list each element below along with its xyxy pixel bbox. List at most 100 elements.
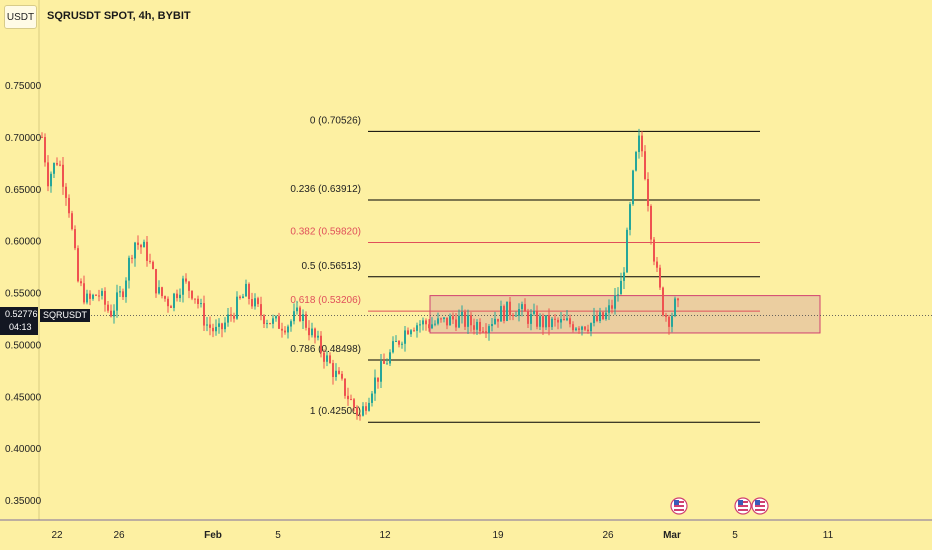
candle-body bbox=[326, 355, 328, 362]
price-tick-label: 0.40000 bbox=[5, 444, 42, 455]
candle-body bbox=[671, 315, 673, 327]
candle-body bbox=[431, 324, 433, 329]
candle-body bbox=[71, 213, 73, 230]
candle-body bbox=[143, 241, 145, 248]
candle-body bbox=[83, 283, 85, 303]
candle-body bbox=[503, 306, 505, 321]
candle-body bbox=[464, 311, 466, 327]
candle-body bbox=[596, 315, 598, 322]
candle-body bbox=[512, 315, 514, 317]
fib-level-label: 0.786 (0.48498) bbox=[290, 344, 361, 355]
current-price-tag: 0.52776 04:13 bbox=[0, 307, 38, 335]
candle-body bbox=[569, 318, 571, 325]
candle-body bbox=[470, 315, 472, 326]
candle-body bbox=[80, 281, 82, 284]
candle-body bbox=[275, 316, 277, 319]
candle-body bbox=[158, 287, 160, 294]
candle-body bbox=[500, 306, 502, 322]
candle-body bbox=[65, 186, 67, 198]
currency-button[interactable]: USDT bbox=[4, 5, 37, 29]
candle-body bbox=[371, 393, 373, 403]
candle-body bbox=[116, 292, 118, 311]
time-tick-label: 19 bbox=[492, 530, 504, 541]
candle-body bbox=[461, 311, 463, 316]
price-tick-label: 0.50000 bbox=[5, 340, 42, 351]
fibonacci-retracement[interactable]: 0 (0.70526) 0.236 (0.63912) 0.382 (0.59820… bbox=[290, 115, 760, 423]
candle-body bbox=[233, 315, 235, 319]
fib-level-label: 0.236 (0.63912) bbox=[290, 184, 361, 195]
candle-body bbox=[392, 341, 394, 353]
candle-body bbox=[182, 278, 184, 295]
candle-body bbox=[650, 205, 652, 240]
candle-body bbox=[539, 316, 541, 327]
candle-body bbox=[641, 135, 643, 152]
candle-body bbox=[332, 363, 334, 378]
candle-body bbox=[656, 261, 658, 268]
candle-body bbox=[191, 290, 193, 299]
candle-body bbox=[362, 406, 364, 416]
candle-body bbox=[122, 291, 124, 298]
candle-body bbox=[437, 318, 439, 324]
candle-body bbox=[215, 326, 217, 332]
candle-body bbox=[293, 311, 295, 322]
candle-body bbox=[386, 363, 388, 365]
candle-body bbox=[263, 315, 265, 324]
candle-body bbox=[527, 311, 529, 324]
candle-body bbox=[479, 321, 481, 332]
candle-body bbox=[620, 280, 622, 295]
candle-body bbox=[548, 315, 550, 328]
candle-body bbox=[662, 287, 664, 316]
current-price: 0.52776 bbox=[5, 309, 38, 319]
candle-body bbox=[239, 296, 241, 299]
candle-body bbox=[329, 355, 331, 364]
candle-body bbox=[311, 328, 313, 336]
candle-body bbox=[350, 399, 352, 401]
candle-body bbox=[455, 319, 457, 328]
candle-body bbox=[422, 320, 424, 325]
candle-body bbox=[86, 293, 88, 303]
flag-icon[interactable] bbox=[670, 497, 688, 515]
candlesticks bbox=[41, 128, 679, 421]
candle-body bbox=[440, 318, 442, 320]
candle-body bbox=[674, 298, 676, 316]
candle-body bbox=[59, 164, 61, 166]
candle-body bbox=[626, 229, 628, 273]
candle-body bbox=[590, 323, 592, 332]
flag-icon[interactable] bbox=[734, 497, 752, 515]
candle-body bbox=[134, 242, 136, 259]
candle-body bbox=[524, 304, 526, 312]
symbol-tag: SQRUSDT bbox=[40, 309, 91, 322]
candle-body bbox=[581, 326, 583, 330]
candle-body bbox=[530, 313, 532, 324]
price-axis[interactable]: 0.75000 0.70000 0.65000 0.60000 0.55000 0.500… bbox=[5, 81, 42, 507]
candle-body bbox=[206, 324, 208, 326]
candle-body bbox=[608, 305, 610, 313]
candle-body bbox=[377, 377, 379, 382]
candle-body bbox=[614, 295, 616, 309]
candle-body bbox=[668, 316, 670, 327]
candle-body bbox=[125, 280, 127, 298]
candle-body bbox=[113, 310, 115, 317]
candle-body bbox=[149, 260, 151, 262]
flag-icon[interactable] bbox=[751, 497, 769, 515]
price-tick-label: 0.70000 bbox=[5, 133, 42, 144]
candle-body bbox=[491, 324, 493, 327]
candle-body bbox=[92, 294, 94, 299]
candle-body bbox=[419, 324, 421, 326]
candle-body bbox=[257, 298, 259, 305]
economic-events[interactable] bbox=[670, 497, 769, 515]
time-tick-label: 5 bbox=[275, 530, 281, 541]
candle-body bbox=[245, 283, 247, 297]
time-axis[interactable]: 22 26 Feb 5 12 19 26 Mar 5 11 bbox=[51, 530, 833, 541]
candle-body bbox=[497, 318, 499, 322]
candle-body bbox=[584, 326, 586, 330]
candle-body bbox=[515, 315, 517, 317]
candle-body bbox=[176, 293, 178, 299]
candle-body bbox=[383, 361, 385, 364]
candle-body bbox=[323, 352, 325, 362]
candle-body bbox=[476, 321, 478, 330]
candle-body bbox=[659, 267, 661, 288]
candle-body bbox=[308, 327, 310, 336]
candle-body bbox=[281, 328, 283, 331]
